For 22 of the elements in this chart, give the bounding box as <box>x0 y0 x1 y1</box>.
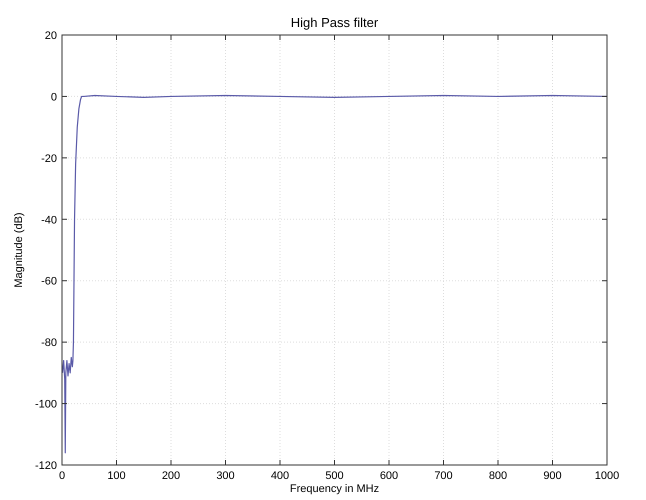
y-tick-label: 0 <box>50 91 57 104</box>
x-axis-title: Frequency in MHz <box>290 483 380 495</box>
y-tick-label: -100 <box>34 398 57 411</box>
y-tick-label: -40 <box>41 214 57 226</box>
x-tick-label: 1000 <box>594 470 620 482</box>
x-tick-label: 200 <box>162 470 180 482</box>
y-tick-label: -60 <box>41 276 57 288</box>
y-tick-label: 20 <box>44 30 57 42</box>
y-tick-label: -120 <box>34 460 57 472</box>
y-axis-title: Magnitude (dB) <box>13 212 25 288</box>
chart-title: High Pass filter <box>290 15 379 30</box>
x-tick-label: 900 <box>543 470 562 482</box>
x-tick-label: 600 <box>380 470 398 482</box>
x-tick-label: 500 <box>325 470 344 482</box>
x-tick-label: 300 <box>216 470 235 482</box>
x-tick-label: 400 <box>270 470 290 482</box>
x-tick-label: 700 <box>434 470 453 482</box>
x-tick-label: 100 <box>107 470 126 482</box>
x-tick-label: 800 <box>488 470 508 482</box>
y-tick-label: -80 <box>41 337 57 350</box>
x-tick-label: 0 <box>58 470 66 482</box>
y-tick-label: -20 <box>41 152 57 165</box>
